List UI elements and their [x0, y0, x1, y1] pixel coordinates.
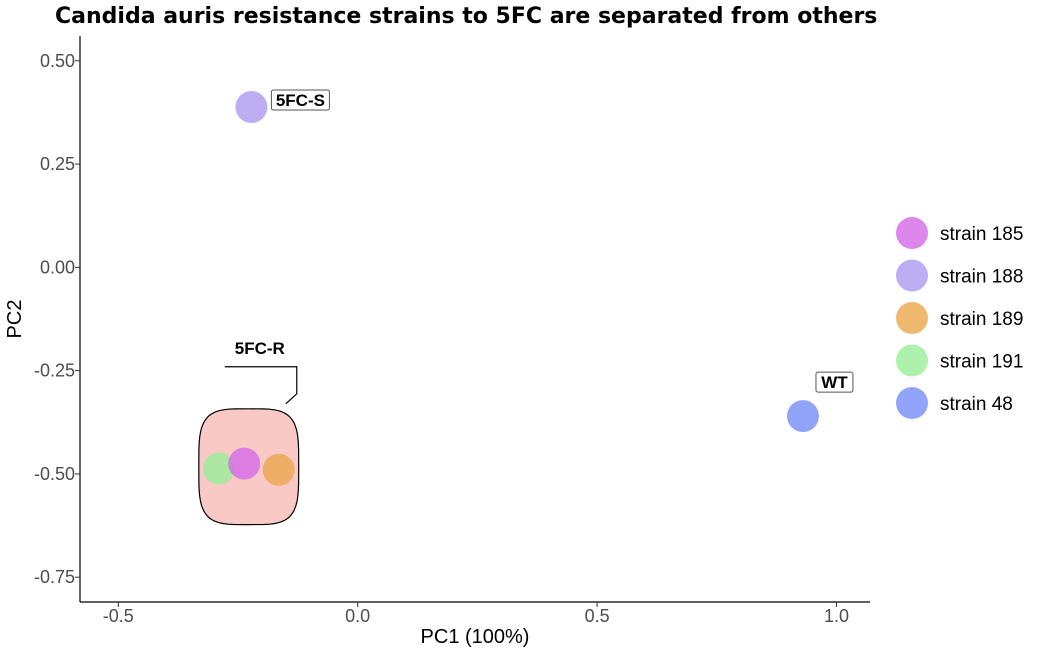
data-point [202, 452, 235, 485]
y-tick-label: -0.25 [34, 361, 75, 381]
legend-swatch [896, 217, 928, 249]
data-point [786, 400, 819, 433]
label-box [270, 89, 330, 111]
cluster-label: 5FC-R [235, 339, 285, 358]
y-tick-label: 0.50 [40, 51, 75, 71]
label-box [815, 371, 854, 393]
plot-area: 5FC-S WT 5FC-R [198, 89, 854, 526]
data-point [228, 447, 261, 480]
legend-swatch [896, 302, 928, 334]
legend-label: strain 191 [940, 352, 1023, 373]
label-leader [224, 366, 298, 405]
legend-label: strain 185 [940, 224, 1023, 245]
legend-swatch [896, 387, 928, 419]
legend-swatch [896, 259, 928, 292]
legend-swatch [896, 344, 928, 377]
y-tick-label: -0.50 [34, 464, 75, 484]
x-axis-title: PC1 (100%) [421, 626, 530, 648]
x-tick-label: 0.5 [585, 606, 610, 626]
legend-label: strain 189 [940, 309, 1023, 330]
chart-title: Candida auris resistance strains to 5FC … [55, 4, 877, 29]
x-tick-label: -0.5 [103, 606, 134, 626]
y-axis-title: PC2 [4, 300, 26, 339]
x-tick-label: 1.0 [824, 606, 849, 626]
y-axis-ticks: 0.50 0.25 0.00 -0.25 -0.50 -0.75 [34, 51, 80, 587]
y-tick-label: 0.00 [40, 257, 75, 277]
point-label: 5FC-S [276, 91, 325, 110]
legend-label: strain 188 [940, 267, 1023, 288]
data-point [235, 91, 268, 124]
x-tick-label: 0.0 [345, 606, 370, 626]
y-tick-label: -0.75 [34, 567, 75, 587]
legend-label: strain 48 [940, 394, 1013, 415]
legend: strain 185 strain 188 strain 189 strain 191… [896, 217, 1023, 419]
x-axis-ticks: -0.5 0.0 0.5 1.0 [103, 602, 849, 626]
y-tick-label: 0.25 [40, 154, 75, 174]
point-label: WT [821, 373, 848, 392]
data-point [262, 453, 295, 486]
